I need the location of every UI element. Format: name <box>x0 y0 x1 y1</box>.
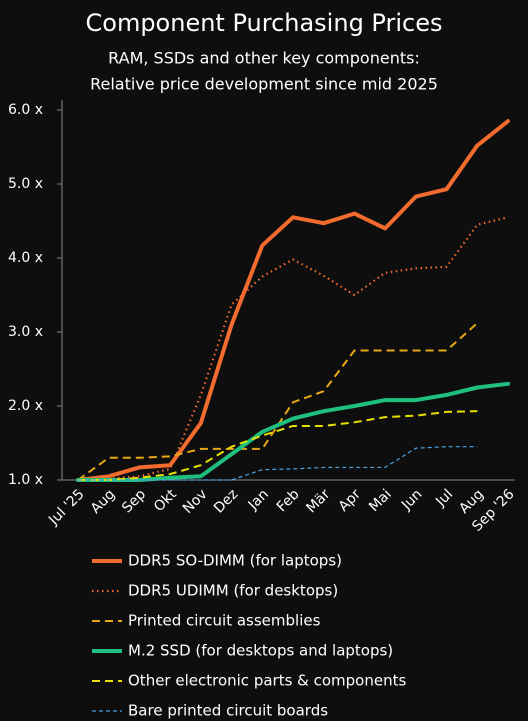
x-tick-label: Dez <box>211 486 241 516</box>
legend-label: DDR5 SO-DIMM (for laptops) <box>128 552 342 570</box>
x-tick-label: Okt <box>151 486 180 515</box>
y-tick-label: 6.0 x <box>8 102 43 118</box>
chart-subtitle: Relative price development since mid 202… <box>90 75 438 94</box>
x-tick-label: Nov <box>180 486 211 517</box>
x-tick-label: Mär <box>303 486 333 516</box>
x-tick-label: Sep <box>119 486 149 516</box>
legend-label: Bare printed circuit boards <box>128 702 328 720</box>
series-line <box>77 216 509 482</box>
x-tick-label: Jul '25 <box>45 486 87 528</box>
x-tick-label: Feb <box>274 486 303 515</box>
chart-title: Component Purchasing Prices <box>86 9 443 37</box>
x-tick-label: Mai <box>366 486 395 515</box>
legend-label: DDR5 UDIMM (for desktops) <box>128 582 338 600</box>
y-tick-label: 1.0 x <box>8 472 43 488</box>
legend-label: Printed circuit assemblies <box>128 612 321 630</box>
x-tick-label: Jan <box>245 486 272 513</box>
legend-label: M.2 SSD (for desktops and laptops) <box>128 642 393 660</box>
legend-label: Other electronic parts & components <box>128 672 406 690</box>
series-line <box>76 381 510 482</box>
y-tick-label: 4.0 x <box>8 250 43 266</box>
x-tick-label: Apr <box>336 486 365 515</box>
y-tick-label: 3.0 x <box>8 324 43 340</box>
series-line <box>76 119 510 482</box>
x-tick-label: Jun <box>398 486 425 513</box>
chart-subtitle: RAM, SSDs and other key components: <box>108 49 420 68</box>
y-tick-label: 5.0 x <box>8 176 43 192</box>
series-line <box>78 410 478 481</box>
y-tick-label: 2.0 x <box>8 398 43 414</box>
x-tick-label: Jul <box>432 486 456 510</box>
series-line <box>78 446 478 481</box>
x-tick-label: Aug <box>88 486 119 517</box>
